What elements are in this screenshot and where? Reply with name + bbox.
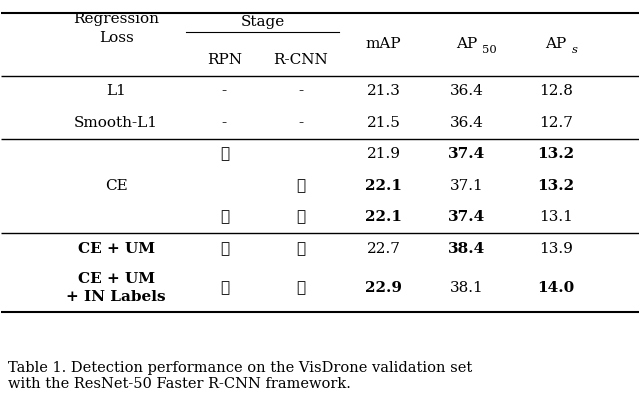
Text: 36.4: 36.4 [450, 84, 483, 98]
Text: ✓: ✓ [220, 242, 229, 256]
Text: ✓: ✓ [296, 179, 305, 193]
Text: + IN Labels: + IN Labels [67, 290, 166, 304]
Text: 12.7: 12.7 [539, 116, 573, 130]
Text: ✓: ✓ [296, 210, 305, 224]
Text: ✓: ✓ [220, 147, 229, 161]
Text: 22.7: 22.7 [367, 242, 401, 256]
Text: -: - [222, 84, 227, 98]
Text: ✓: ✓ [296, 242, 305, 256]
Text: CE: CE [105, 179, 127, 193]
Text: 22.9: 22.9 [365, 281, 402, 295]
Text: 21.9: 21.9 [367, 147, 401, 161]
Text: ✓: ✓ [220, 281, 229, 295]
Text: 22.1: 22.1 [365, 210, 402, 224]
Text: 38.1: 38.1 [450, 281, 483, 295]
Text: Regression: Regression [73, 12, 159, 26]
Text: RPN: RPN [207, 53, 242, 67]
Text: AP: AP [456, 37, 477, 51]
Text: mAP: mAP [366, 37, 401, 51]
Text: 22.1: 22.1 [365, 179, 402, 193]
Text: -: - [222, 116, 227, 130]
Text: Table 1. Detection performance on the VisDrone validation set
with the ResNet-50: Table 1. Detection performance on the Vi… [8, 361, 472, 391]
Text: -: - [298, 116, 303, 130]
Text: 13.1: 13.1 [539, 210, 573, 224]
Text: 21.5: 21.5 [367, 116, 401, 130]
Text: 37.1: 37.1 [450, 179, 483, 193]
Text: Loss: Loss [99, 31, 134, 45]
Text: 37.4: 37.4 [448, 147, 485, 161]
Text: -: - [298, 84, 303, 98]
Text: ✓: ✓ [296, 281, 305, 295]
Text: 38.4: 38.4 [448, 242, 485, 256]
Text: L1: L1 [106, 84, 126, 98]
Text: CE + UM: CE + UM [77, 242, 155, 256]
Text: ✓: ✓ [220, 210, 229, 224]
Text: CE + UM: CE + UM [77, 272, 155, 286]
Text: Smooth-L1: Smooth-L1 [74, 116, 158, 130]
Text: 13.9: 13.9 [539, 242, 573, 256]
Text: AP: AP [545, 37, 566, 51]
Text: 14.0: 14.0 [537, 281, 574, 295]
Text: 12.8: 12.8 [539, 84, 573, 98]
Text: Stage: Stage [241, 15, 285, 29]
Text: R-CNN: R-CNN [273, 53, 328, 67]
Text: s: s [572, 45, 577, 55]
Text: 37.4: 37.4 [448, 210, 485, 224]
Text: 21.3: 21.3 [367, 84, 401, 98]
Text: 13.2: 13.2 [537, 147, 574, 161]
Text: 50: 50 [483, 45, 497, 55]
Text: 13.2: 13.2 [537, 179, 574, 193]
Text: 36.4: 36.4 [450, 116, 483, 130]
